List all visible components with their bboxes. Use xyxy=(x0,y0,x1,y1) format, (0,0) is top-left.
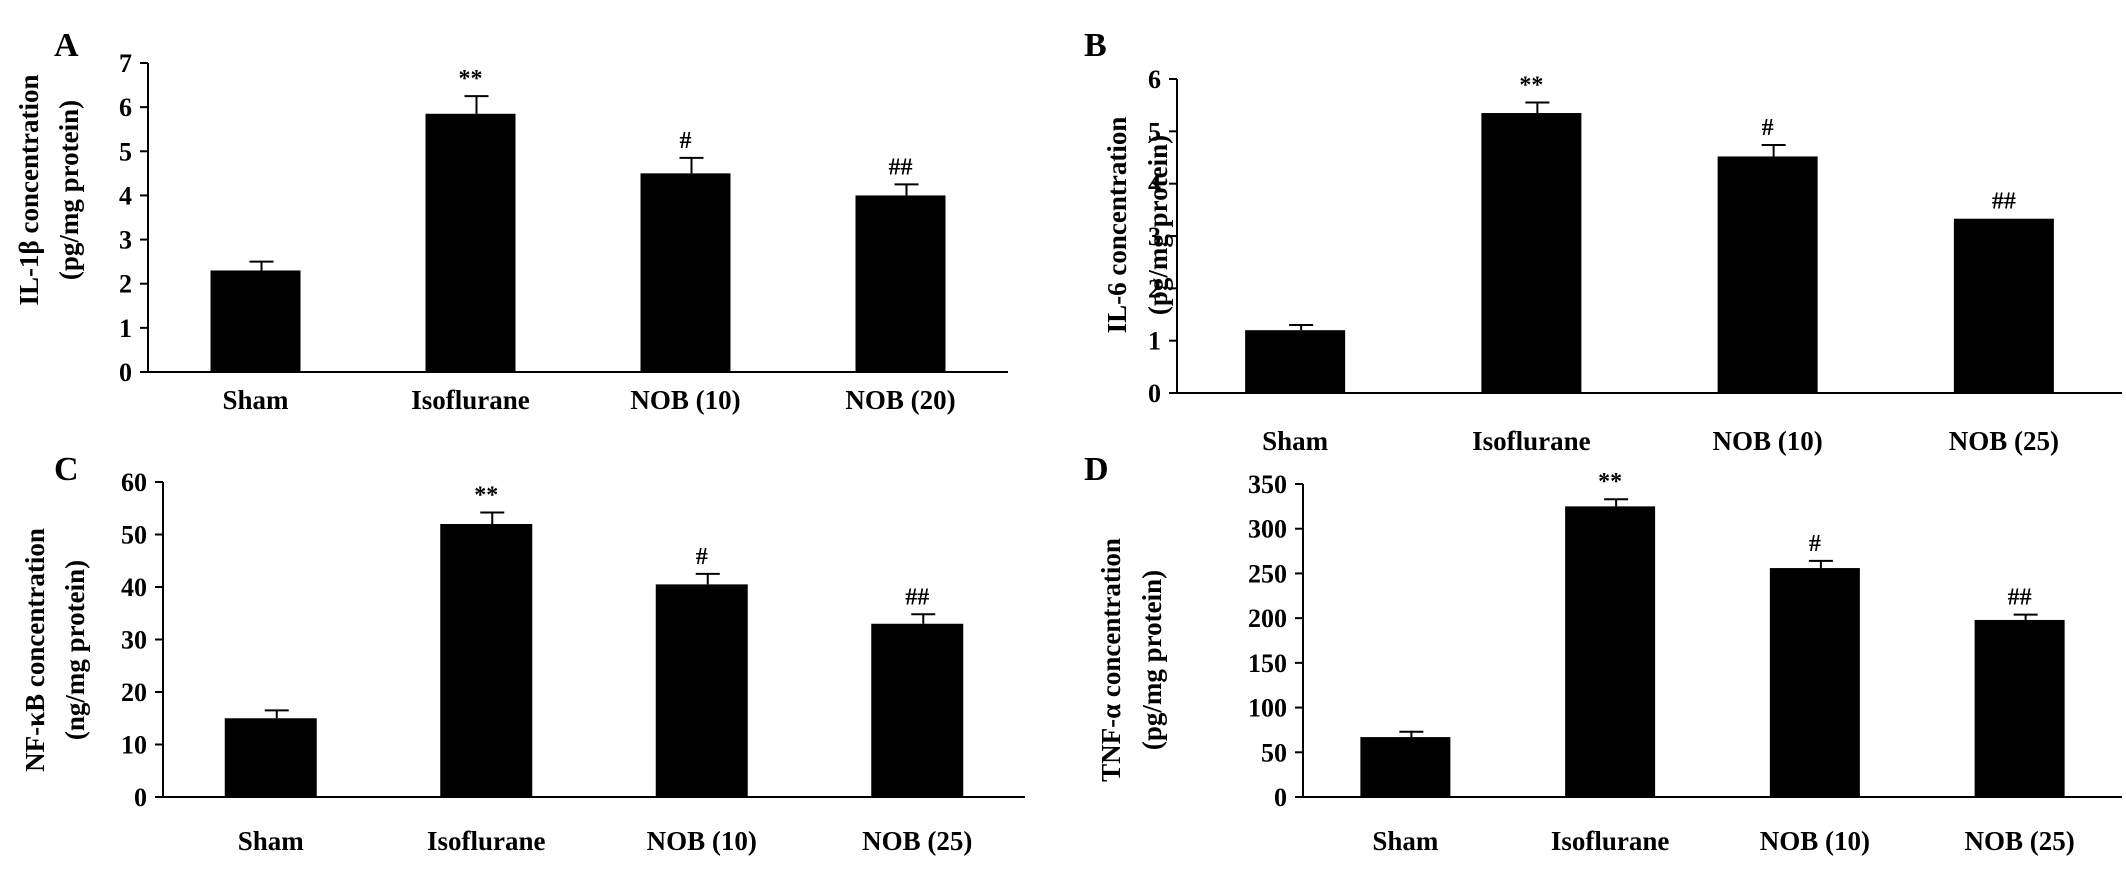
significance-marker: ** xyxy=(474,482,498,508)
y-tick-label: 350 xyxy=(1248,470,1287,499)
bar xyxy=(1481,113,1582,394)
chart-panel-b: B IL-6 concentration (pg/mg protein) 0 1 2 3 4 5… xyxy=(1060,0,2126,460)
x-category-label: Sham xyxy=(222,385,289,415)
significance-marker: # xyxy=(1762,115,1774,141)
y-tick-label: 300 xyxy=(1248,515,1287,544)
y-tick-label: 3 xyxy=(119,226,132,255)
bar xyxy=(1565,506,1656,797)
y-tick-label: 1 xyxy=(1148,327,1161,356)
panel-letter: C xyxy=(54,451,79,488)
x-category-label: NOB (25) xyxy=(1949,426,2059,456)
x-category-label: Sham xyxy=(238,826,305,856)
chart-svg: C NF-κB concentration (ng/mg protein) 0 10 20… xyxy=(20,451,1025,856)
chart-svg: D TNF-α concentration (pg/mg protein) 0 50 10… xyxy=(1084,451,2122,856)
y-tick-label: 50 xyxy=(121,521,147,550)
significance-marker: # xyxy=(696,544,708,570)
significance-marker: ** xyxy=(1598,469,1622,495)
y-axis-title: TNF-α concentration xyxy=(1096,538,1126,782)
bar xyxy=(425,113,516,372)
significance-marker: # xyxy=(1809,531,1821,557)
y-tick-label: 7 xyxy=(119,49,132,78)
y-axis-unit: (pg/mg protein) xyxy=(1137,570,1167,750)
x-category-label: NOB (25) xyxy=(1965,826,2075,856)
y-axis-title: NF-κB concentration xyxy=(20,528,50,772)
y-tick-label: 60 xyxy=(121,468,147,497)
y-tick-label: 100 xyxy=(1248,694,1287,723)
significance-marker: ## xyxy=(905,584,929,610)
y-axis-unit: (ng/mg protein) xyxy=(60,560,90,740)
y-tick-label: 6 xyxy=(119,93,132,122)
bar xyxy=(440,524,533,797)
y-tick-label: 1 xyxy=(119,314,132,343)
x-category-label: Sham xyxy=(1262,426,1329,456)
y-tick-label: 30 xyxy=(121,626,147,655)
significance-marker: ## xyxy=(1992,189,2016,215)
x-category-label: Isoflurane xyxy=(411,385,530,415)
bar xyxy=(1717,156,1818,393)
y-tick-label: 4 xyxy=(1148,170,1161,199)
x-category-label: NOB (20) xyxy=(845,385,955,415)
y-tick-label: 0 xyxy=(1274,783,1287,812)
x-category-label: Isoflurane xyxy=(1472,426,1591,456)
significance-marker: ** xyxy=(1519,73,1543,99)
significance-marker: ## xyxy=(889,154,913,180)
chart-svg: A IL-1β concentration (pg/mg protein) 0 1 2 3 4… xyxy=(14,27,1008,415)
y-tick-label: 3 xyxy=(1148,222,1161,251)
bar xyxy=(1245,330,1346,393)
y-tick-label: 4 xyxy=(119,181,132,210)
panel-letter: B xyxy=(1084,27,1107,64)
y-tick-label: 5 xyxy=(119,137,132,166)
x-category-label: Sham xyxy=(1372,826,1439,856)
y-axis-unit: (pg/mg protein) xyxy=(54,100,84,280)
y-tick-label: 40 xyxy=(121,573,147,602)
x-category-label: NOB (25) xyxy=(862,826,972,856)
chart-panel-d: D TNF-α concentration (pg/mg protein) 0 50 10… xyxy=(1060,440,2126,878)
y-tick-label: 250 xyxy=(1248,559,1287,588)
y-tick-label: 10 xyxy=(121,731,147,760)
x-category-label: Isoflurane xyxy=(427,826,546,856)
y-tick-label: 0 xyxy=(134,783,147,812)
bar xyxy=(855,195,946,372)
bar xyxy=(640,173,731,372)
bar xyxy=(655,584,748,797)
bar xyxy=(210,270,301,372)
y-tick-label: 5 xyxy=(1148,117,1161,146)
x-category-label: NOB (10) xyxy=(1760,826,1870,856)
x-category-label: NOB (10) xyxy=(630,385,740,415)
y-tick-label: 200 xyxy=(1248,604,1287,633)
bar xyxy=(871,623,964,797)
x-category-label: NOB (10) xyxy=(647,826,757,856)
significance-marker: ** xyxy=(459,66,483,92)
y-tick-label: 50 xyxy=(1261,738,1287,767)
x-category-label: Isoflurane xyxy=(1551,826,1670,856)
bar xyxy=(224,718,317,797)
x-category-label: NOB (10) xyxy=(1713,426,1823,456)
chart-svg: B IL-6 concentration (pg/mg protein) 0 1 2 3 4 5… xyxy=(1084,27,2122,456)
y-axis-title: IL-1β concentration xyxy=(14,75,44,306)
y-tick-label: 150 xyxy=(1248,649,1287,678)
significance-marker: ## xyxy=(2008,585,2032,611)
y-axis-title: IL-6 concentration xyxy=(1102,117,1132,334)
chart-panel-c: C NF-κB concentration (ng/mg protein) 0 10 20… xyxy=(0,440,1060,878)
panel-letter: D xyxy=(1084,451,1109,488)
significance-marker: # xyxy=(680,128,692,154)
y-axis-unit: (pg/mg protein) xyxy=(1143,135,1173,315)
bar xyxy=(1360,737,1451,797)
y-tick-label: 2 xyxy=(1148,274,1161,303)
bar xyxy=(1953,218,2054,393)
y-tick-label: 0 xyxy=(1148,379,1161,408)
bar xyxy=(1974,619,2065,797)
panel-letter: A xyxy=(54,27,79,64)
bar xyxy=(1769,568,1860,797)
y-tick-label: 0 xyxy=(119,358,132,387)
y-tick-label: 6 xyxy=(1148,65,1161,94)
chart-panel-a: A IL-1β concentration (pg/mg protein) 0 1 2 3 4… xyxy=(0,0,1060,420)
y-tick-label: 20 xyxy=(121,678,147,707)
y-tick-label: 2 xyxy=(119,270,132,299)
